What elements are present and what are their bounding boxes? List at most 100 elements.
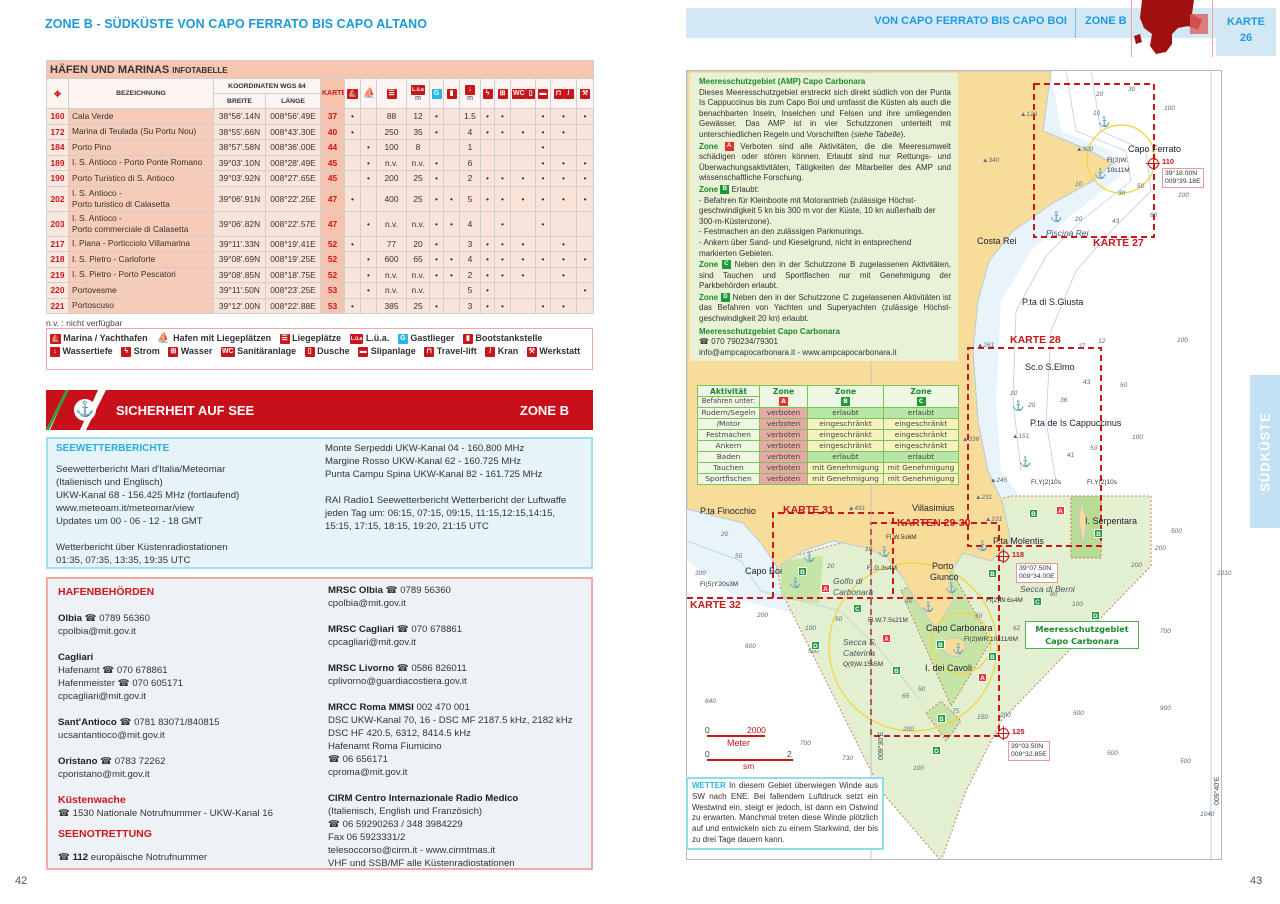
- zone-c-marker: C: [1033, 597, 1042, 606]
- col-service: ⛵: [360, 78, 377, 109]
- table-caption-small: INFOTABELLE: [172, 65, 228, 75]
- email-link[interactable]: cpcagliari@mit.gov.it: [328, 637, 416, 648]
- port-authorities-box: HAFENBEHÖRDEN Olbia ☎ 0789 56360 cpolbia…: [46, 577, 593, 870]
- depth-sounding: 10: [865, 546, 873, 553]
- section-header: VON CAPO FERRATO BIS CAPO BOI ZONE B: [686, 8, 1222, 38]
- email-link[interactable]: cproma@mit.gov.it: [328, 767, 408, 778]
- service-cell: •: [575, 251, 595, 268]
- col-coords: KOORDINATEN WGS 84: [213, 78, 321, 94]
- service-cell: •: [510, 251, 536, 268]
- activity-rule: erlaubt: [883, 407, 959, 419]
- waypoint-crosshair-icon[interactable]: [996, 549, 1010, 563]
- depth-sounding: 20: [1028, 402, 1036, 409]
- service-cell: [344, 282, 361, 299]
- email-link[interactable]: cpolbia@mit.gov.it: [58, 626, 136, 637]
- depth-sounding: 20: [827, 563, 835, 570]
- depth-sounding: 20: [721, 531, 729, 538]
- service-cell: [480, 210, 495, 237]
- service-cell: •: [480, 235, 495, 252]
- legend-item: WC Sanitäranlage: [220, 345, 296, 358]
- col-service: ϟ: [480, 78, 495, 109]
- side-tab-suedkueste[interactable]: SÜDKÜSTE: [1250, 375, 1280, 528]
- service-cell: 65: [406, 251, 430, 268]
- mrsc-olbia: MRSC Olbia ☎ 0789 56360: [328, 585, 451, 596]
- map-place-label: Capo Boi: [745, 566, 783, 576]
- legend-item: ⛵ Marina / Yachthafen: [50, 332, 148, 345]
- zone-d-text: Neben den in der Schutzzone C zugelassen…: [699, 292, 951, 324]
- waypoint-crosshair-icon[interactable]: [1146, 156, 1160, 170]
- activity-rule: verboten: [759, 429, 808, 441]
- service-cell: 20: [406, 235, 430, 252]
- email-link[interactable]: ucsantantioco@mit.gov.it: [58, 730, 165, 741]
- workshop-icon: ⚒: [580, 88, 591, 99]
- depth-sounding: 20: [1075, 216, 1083, 223]
- service-cell: •: [429, 170, 444, 187]
- zone-b-header: Zone B: [807, 385, 884, 408]
- activity-name: Baden: [697, 451, 760, 463]
- spot-height: ▲129: [1020, 111, 1038, 118]
- weather-line: Margine Rosso UKW-Kanal 62 - 160.725 MHz: [325, 456, 522, 467]
- anchorage-icon: ⚓: [952, 644, 965, 655]
- service-cell: [535, 235, 551, 252]
- harbor-name: I. Piana - Porticciolo Villamarina: [68, 235, 214, 252]
- service-cell: •: [360, 251, 377, 268]
- legend-label: Gastlieger: [407, 333, 455, 343]
- service-cell: 2: [459, 170, 481, 187]
- service-cell: [344, 139, 361, 156]
- activity-rule: erlaubt: [807, 451, 884, 463]
- service-cell: •: [480, 123, 495, 140]
- cirm-link[interactable]: telesoccorso@cirm.it - www.cirmtmas.it: [328, 845, 495, 856]
- activity-rule: eingeschränkt: [807, 440, 884, 452]
- service-cell: •: [550, 235, 577, 252]
- service-cell: •: [360, 210, 377, 237]
- service-cell: 25: [406, 170, 430, 187]
- service-cell: n.v.: [406, 154, 430, 171]
- weather-line: Updates um 00 - 06 - 12 - 18 GMT: [56, 516, 203, 527]
- water-depth-icon: ↓: [50, 346, 60, 357]
- anchorage-icon: ⚓: [976, 541, 989, 552]
- service-cell: •: [575, 154, 595, 171]
- email-link[interactable]: cpolbia@mit.gov.it: [328, 598, 406, 609]
- harbor-name: Porto Turistico di S. Antioco: [68, 170, 214, 187]
- weather-note-text: In diesem Gebiet überwiegen Winde aus SW…: [692, 781, 878, 844]
- service-cell: •: [575, 108, 595, 125]
- service-cell: •: [480, 108, 495, 125]
- service-cell: •: [550, 170, 577, 187]
- activity-name: Ankern: [697, 440, 760, 452]
- weather-note-label: WETTER: [692, 781, 726, 790]
- chart-ref: 52: [320, 266, 345, 283]
- zone-b-item: - Ankern über Sand- und Kieselgrund, nic…: [699, 237, 912, 258]
- latitude: 39°06'.82N: [213, 210, 266, 237]
- zone-c-text: Neben den in der Schutzzone B zugelassen…: [699, 260, 951, 291]
- mrcc-line: DSC HF 420.5, 6312, 8414.5 kHz: [328, 728, 471, 739]
- legend-label: Marina / Yachthafen: [60, 333, 148, 343]
- activity-row: Ankern verboten eingeschränkt eingeschränkt: [697, 440, 959, 452]
- service-cell: •: [494, 123, 511, 140]
- table-row: 219 I. S. Pietro - Porto Pescatori 39°08'.…: [46, 266, 595, 283]
- anchorage-icon: ⚓: [1094, 169, 1107, 180]
- amp-contact-web[interactable]: info@ampcapocarbonara.it - www.ampcapoca…: [699, 347, 897, 357]
- weather-line: Wetterbericht über Küstenradiostationen: [56, 542, 228, 553]
- email-link[interactable]: cplivorno@guardiacostiera.gov.it: [328, 676, 467, 687]
- email-link[interactable]: cpcagliari@mit.gov.it: [58, 691, 146, 702]
- service-cell: [443, 170, 460, 187]
- spot-height: ▲491: [848, 505, 866, 512]
- service-cell: •: [344, 123, 361, 140]
- depth-sounding: 12: [1098, 338, 1106, 345]
- depth-sounding: 43: [1112, 218, 1120, 225]
- waypoint-crosshair-icon[interactable]: [996, 726, 1010, 740]
- service-cell: 600: [376, 251, 407, 268]
- zone-a-header: Zone A: [759, 385, 808, 408]
- chart-ref: 52: [320, 235, 345, 252]
- activity-name: Tauchen: [697, 462, 760, 474]
- mrsc-cagliari: MRSC Cagliari ☎ 070 678861: [328, 624, 463, 635]
- service-cell: [510, 282, 536, 299]
- map-place-label: Caterina: [843, 648, 876, 658]
- email-link[interactable]: cporistano@mit.gov.it: [58, 769, 150, 780]
- fuel-station-icon: ▮: [446, 88, 457, 99]
- activity-rule: eingeschränkt: [883, 418, 959, 430]
- service-cell: •: [429, 108, 444, 125]
- service-cell: [550, 282, 577, 299]
- map-place-label: Costa Rei: [977, 236, 1017, 246]
- anchorage-icon: ⚓: [1098, 117, 1111, 128]
